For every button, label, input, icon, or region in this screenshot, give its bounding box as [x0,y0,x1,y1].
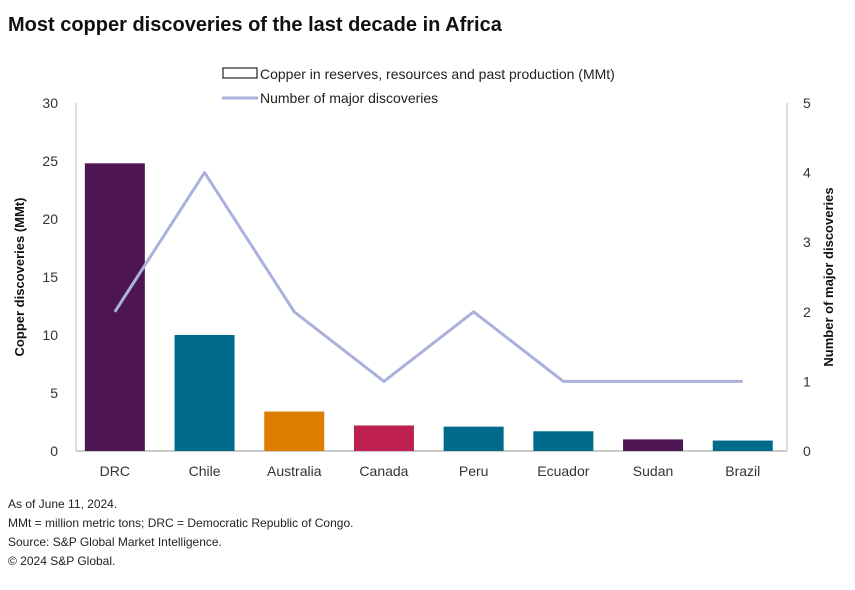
x-tick-label: Peru [459,463,489,479]
bar-sudan [623,439,684,451]
bar-australia [264,411,325,451]
y2-tick-label: 3 [803,234,811,250]
x-tick-label: Brazil [725,463,760,479]
y-axis-title: Copper discoveries (MMt) [12,198,27,357]
y2-axis-title: Number of major discoveries [821,187,836,366]
y-tick-label: 10 [42,327,58,343]
chart-title: Most copper discoveries of the last deca… [8,14,502,36]
y-tick-label: 25 [42,153,58,169]
bar-brazil [712,440,773,451]
x-tick-label: Sudan [633,463,673,479]
bar-drc [84,163,145,451]
y-tick-label: 5 [50,385,58,401]
y-tick-label: 20 [42,211,58,227]
y2-tick-label: 5 [803,95,811,111]
note-copyright: © 2024 S&P Global. [8,554,116,568]
legend-bar-label: Copper in reserves, resources and past p… [260,66,615,82]
bar-ecuador [533,431,594,451]
x-tick-label: Canada [359,463,408,479]
y2-tick-label: 1 [803,373,811,389]
x-tick-label: DRC [100,463,130,479]
legend-line-label: Number of major discoveries [260,90,438,106]
discoveries-line [113,171,743,383]
note-date: As of June 11, 2024. [8,497,118,511]
y2-tick-label: 4 [803,165,811,181]
note-source: Source: S&P Global Market Intelligence. [8,535,222,549]
legend-bar-swatch [222,67,258,79]
y-tick-label: 0 [50,443,58,459]
y-tick-label: 15 [42,269,58,285]
y2-tick-label: 0 [803,443,811,459]
x-tick-label: Ecuador [537,463,589,479]
y2-tick-label: 2 [803,304,811,320]
x-tick-label: Chile [189,463,221,479]
y-tick-label: 30 [42,95,58,111]
bar-canada [353,425,414,451]
x-tick-label: Australia [267,463,322,479]
note-abbrev: MMt = million metric tons; DRC = Democra… [8,516,354,530]
bar-peru [443,426,504,451]
bar-chile [174,335,235,451]
